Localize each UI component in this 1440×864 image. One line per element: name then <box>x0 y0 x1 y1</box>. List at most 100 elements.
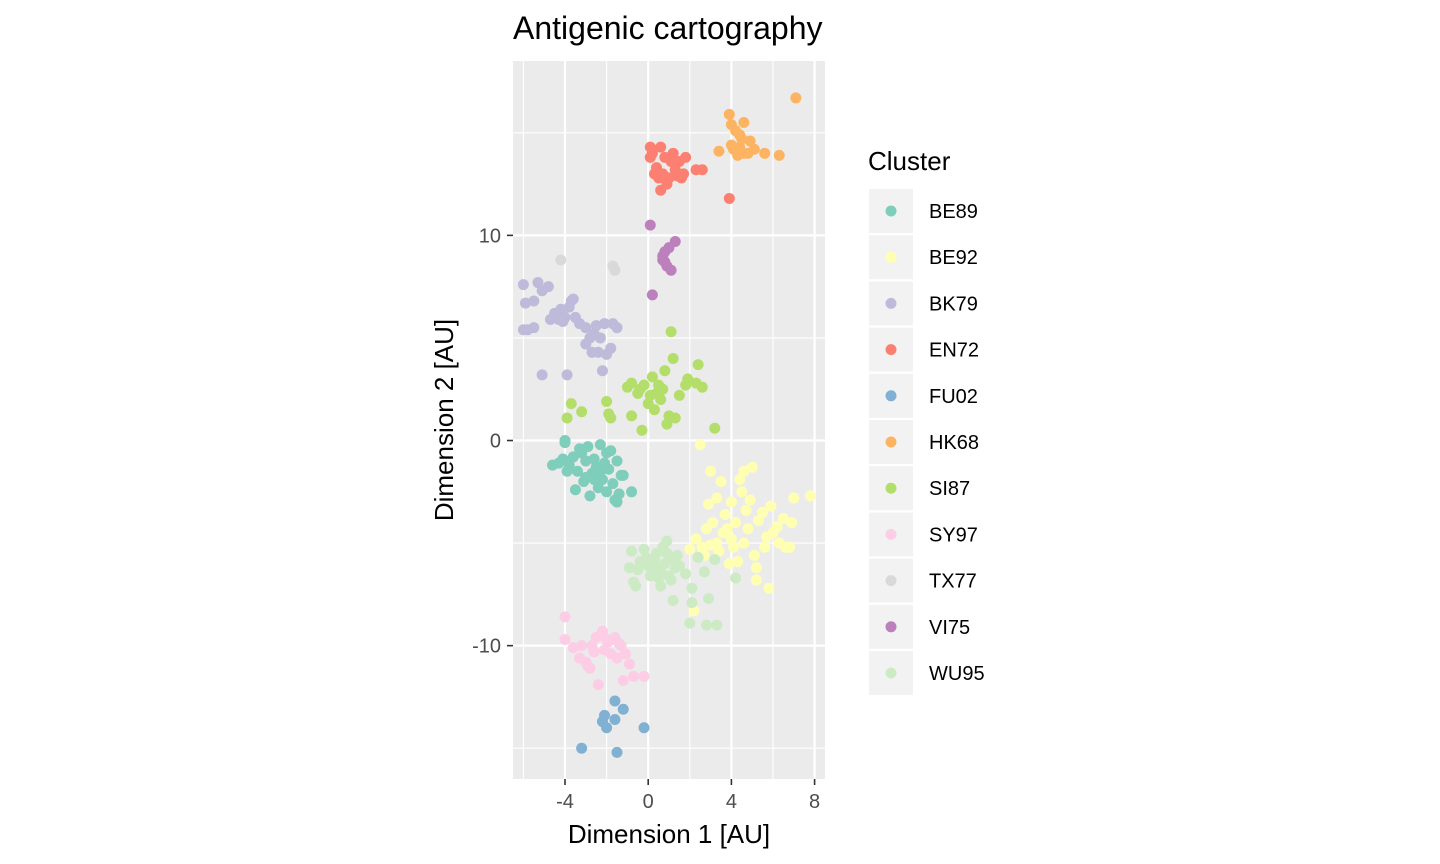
point-wu95 <box>703 592 715 604</box>
point-be92 <box>765 500 777 512</box>
point-sy97 <box>582 660 594 672</box>
point-be89 <box>611 455 623 467</box>
point-bk79 <box>528 322 540 334</box>
point-en72 <box>653 172 665 184</box>
point-be89 <box>599 457 611 469</box>
point-sy97 <box>611 652 623 664</box>
point-wu95 <box>634 556 646 568</box>
point-bk79 <box>532 277 544 289</box>
point-si87 <box>659 365 671 377</box>
point-en72 <box>680 151 692 163</box>
point-en72 <box>646 147 658 159</box>
point-wu95 <box>671 549 683 561</box>
point-be92 <box>804 490 816 502</box>
point-bk79 <box>569 311 581 323</box>
point-sy97 <box>603 636 615 648</box>
point-wu95 <box>698 566 710 578</box>
point-bk79 <box>592 346 604 358</box>
point-be92 <box>713 545 725 557</box>
legend-marker <box>885 575 897 587</box>
point-be92 <box>719 508 731 520</box>
legend-marker <box>885 297 897 309</box>
point-en72 <box>696 164 708 176</box>
point-be92 <box>752 515 764 527</box>
point-sy97 <box>619 648 631 660</box>
point-be92 <box>788 492 800 504</box>
point-sy97 <box>559 611 571 623</box>
point-be92 <box>711 492 723 504</box>
point-bk79 <box>588 328 600 340</box>
point-hk68 <box>736 133 748 145</box>
point-be92 <box>736 486 748 498</box>
point-bk79 <box>605 342 617 354</box>
point-si87 <box>565 398 577 410</box>
point-fu02 <box>611 746 623 758</box>
point-en72 <box>675 172 687 184</box>
point-bk79 <box>536 369 548 381</box>
point-si87 <box>601 396 613 408</box>
x-axis-title: Dimension 1 [AU] <box>568 819 770 849</box>
point-si87 <box>667 352 679 364</box>
point-be92 <box>705 539 717 551</box>
point-tx77 <box>609 264 621 276</box>
point-hk68 <box>773 149 785 161</box>
point-be92 <box>694 439 706 451</box>
point-be89 <box>594 465 606 477</box>
point-fu02 <box>601 722 613 734</box>
point-sy97 <box>623 658 635 670</box>
point-be89 <box>547 459 559 471</box>
point-be89 <box>569 484 581 496</box>
point-wu95 <box>730 572 742 584</box>
point-be92 <box>763 582 775 594</box>
point-be92 <box>730 517 742 529</box>
y-tick-label: -10 <box>472 636 501 658</box>
point-be92 <box>715 476 727 488</box>
y-tick-label: 10 <box>479 225 501 247</box>
point-be92 <box>740 504 752 516</box>
point-be92 <box>771 521 783 533</box>
point-vi75 <box>665 264 677 276</box>
x-axis: -4 0 4 8 <box>556 779 820 813</box>
legend-label: SY97 <box>929 524 978 546</box>
point-wu95 <box>686 582 698 594</box>
point-be92 <box>761 531 773 543</box>
point-wu95 <box>646 566 658 578</box>
point-sy97 <box>628 670 640 682</box>
point-wu95 <box>659 558 671 570</box>
major-gridlines <box>513 61 825 779</box>
point-be89 <box>588 473 600 485</box>
point-be89 <box>594 439 606 451</box>
point-be92 <box>742 523 754 535</box>
point-wu95 <box>626 545 638 557</box>
point-si87 <box>682 373 694 385</box>
point-vi75 <box>644 219 656 231</box>
point-be92 <box>738 537 750 549</box>
point-be89 <box>592 482 604 494</box>
point-en72 <box>661 178 673 190</box>
point-be89 <box>607 478 619 490</box>
point-si87 <box>692 359 704 371</box>
x-tick-label: -4 <box>556 791 574 813</box>
point-fu02 <box>609 714 621 726</box>
legend-label: FU02 <box>929 386 978 408</box>
point-bk79 <box>565 295 577 307</box>
point-hk68 <box>742 147 754 159</box>
point-bk79 <box>519 297 531 309</box>
point-hk68 <box>790 92 802 104</box>
point-sy97 <box>576 640 588 652</box>
point-bk79 <box>580 322 592 334</box>
point-sy97 <box>596 625 608 637</box>
point-wu95 <box>630 580 642 592</box>
point-si87 <box>646 371 658 383</box>
point-be92 <box>748 549 760 561</box>
point-si87 <box>636 424 648 436</box>
legend-marker <box>885 436 897 448</box>
point-vi75 <box>646 289 658 301</box>
point-wu95 <box>680 568 692 580</box>
point-be92 <box>759 541 771 553</box>
point-si87 <box>669 412 681 424</box>
point-wu95 <box>711 619 723 631</box>
point-be92 <box>705 465 717 477</box>
point-sy97 <box>586 640 598 652</box>
legend-label: BE92 <box>929 247 978 269</box>
